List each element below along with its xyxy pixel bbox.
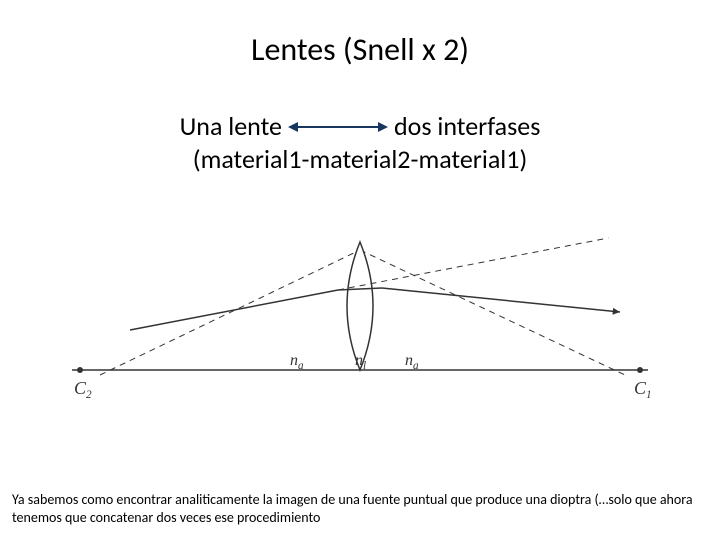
arrow-svg — [288, 119, 388, 135]
lens-diagram: C2C1nanlna — [60, 230, 660, 430]
slide: Lentes (Snell x 2) Una lente dos interfa… — [0, 0, 720, 540]
slide-title: Lentes (Snell x 2) — [0, 30, 720, 69]
subtitle-block: Una lente dos interfases (material1-mate… — [0, 110, 720, 175]
subtitle-right: dos interfases — [394, 110, 540, 143]
subtitle-line-1: Una lente dos interfases — [0, 110, 720, 143]
svg-text:na: na — [290, 352, 304, 372]
subtitle-left: Una lente — [180, 110, 282, 143]
diagram-svg: C2C1nanlna — [60, 230, 660, 430]
double-arrow-icon — [288, 110, 388, 143]
svg-text:C1: C1 — [634, 378, 652, 401]
footnote-text: Ya sabemos como encontrar analiticamente… — [12, 491, 708, 526]
svg-text:na: na — [405, 352, 419, 372]
svg-text:C2: C2 — [74, 378, 92, 401]
subtitle-line-2: (material1-material2-material1) — [0, 143, 720, 176]
